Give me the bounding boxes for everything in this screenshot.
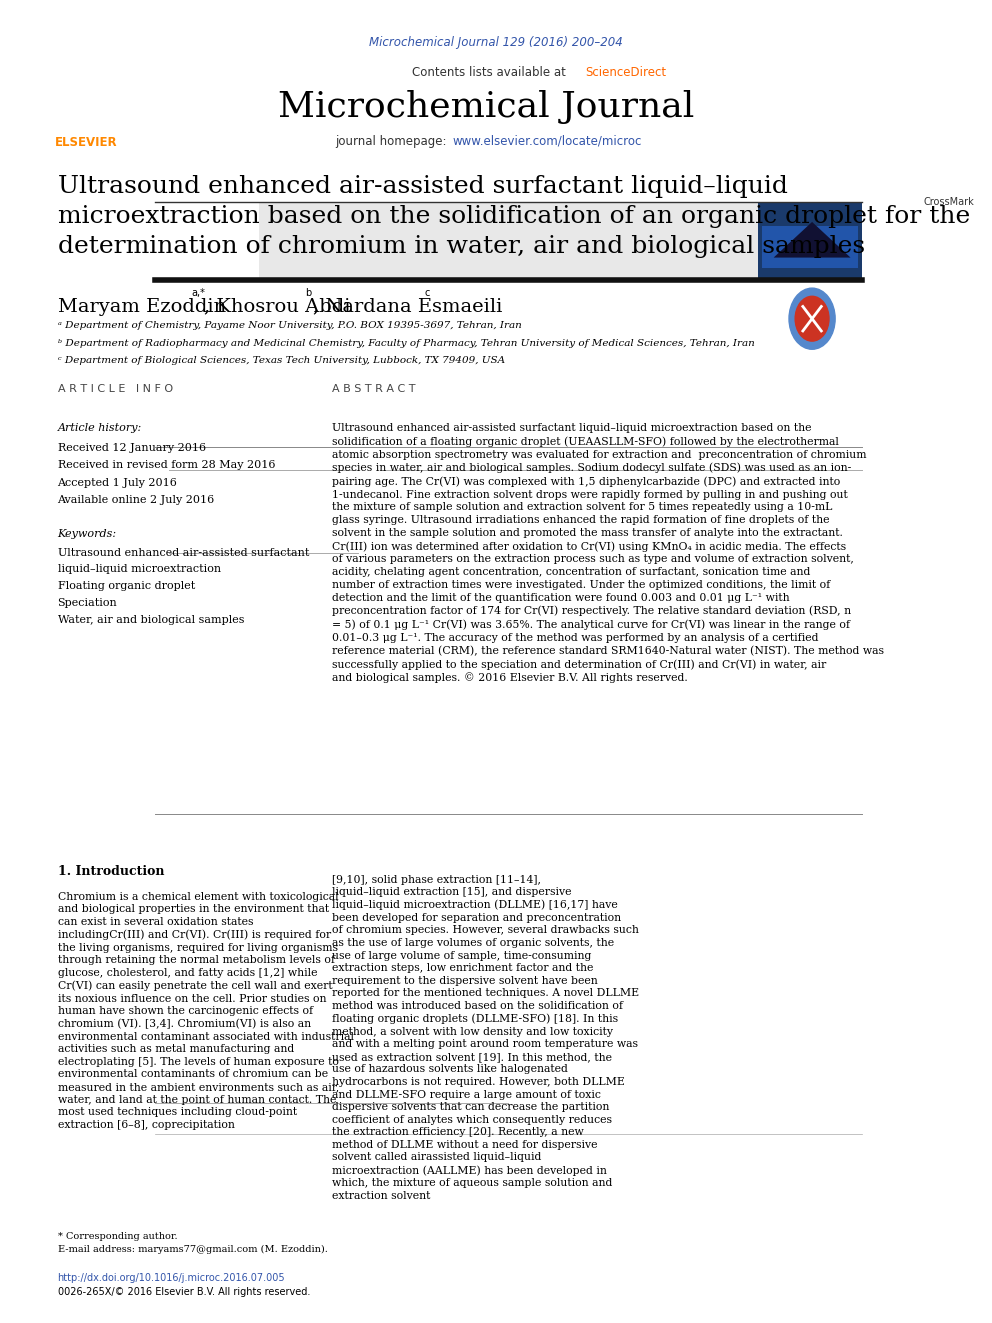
Text: [9,10], solid phase extraction [11–14],
liquid–liquid extraction [15], and dispe: [9,10], solid phase extraction [11–14], … [332, 875, 640, 1201]
Text: , Khosrou Abdi: , Khosrou Abdi [204, 298, 351, 316]
Text: Contents lists available at: Contents lists available at [412, 66, 569, 79]
Text: Water, air and biological samples: Water, air and biological samples [58, 615, 244, 626]
Text: Available online 2 July 2016: Available online 2 July 2016 [58, 495, 215, 505]
Text: Chromium is a chemical element with toxicological
and biological properties in t: Chromium is a chemical element with toxi… [58, 892, 353, 1130]
Bar [155, 201, 259, 278]
Text: http://dx.doi.org/10.1016/j.microc.2016.07.005: http://dx.doi.org/10.1016/j.microc.2016.… [58, 1273, 285, 1283]
Text: Ultrasound enhanced air-assisted surfactant: Ultrasound enhanced air-assisted surfact… [58, 548, 309, 558]
Text: ᵃ Department of Chemistry, Payame Noor University, P.O. BOX 19395-3697, Tehran, : ᵃ Department of Chemistry, Payame Noor U… [58, 321, 521, 331]
Text: Accepted 1 July 2016: Accepted 1 July 2016 [58, 478, 178, 488]
Text: Keywords:: Keywords: [58, 529, 117, 540]
Text: Received 12 January 2016: Received 12 January 2016 [58, 443, 205, 454]
Text: A R T I C L E   I N F O: A R T I C L E I N F O [58, 384, 173, 394]
Text: ELSEVIER: ELSEVIER [55, 136, 117, 149]
Text: Floating organic droplet: Floating organic droplet [58, 581, 194, 591]
Bar [758, 201, 862, 278]
Text: Microchemical Journal 129 (2016) 200–204: Microchemical Journal 129 (2016) 200–204 [369, 36, 623, 49]
Text: www.elsevier.com/locate/microc: www.elsevier.com/locate/microc [452, 135, 642, 148]
Text: CrossMark: CrossMark [924, 197, 974, 208]
Text: Maryam Ezoddin: Maryam Ezoddin [58, 298, 226, 316]
Circle shape [796, 296, 829, 341]
Text: liquid–liquid microextraction: liquid–liquid microextraction [58, 564, 220, 574]
Text: 0026-265X/© 2016 Elsevier B.V. All rights reserved.: 0026-265X/© 2016 Elsevier B.V. All right… [58, 1287, 310, 1298]
Bar [762, 226, 858, 267]
Text: a,*: a,* [191, 288, 205, 299]
Text: , Nardana Esmaeili: , Nardana Esmaeili [313, 298, 503, 316]
Circle shape [789, 288, 835, 349]
Text: c: c [425, 288, 430, 299]
Text: Article history:: Article history: [58, 423, 142, 434]
Text: ᶜ Department of Biological Sciences, Texas Tech University, Lubbock, TX 79409, U: ᶜ Department of Biological Sciences, Tex… [58, 356, 505, 365]
Text: Speciation: Speciation [58, 598, 117, 609]
Text: Microchemical Journal: Microchemical Journal [278, 90, 694, 124]
Polygon shape [774, 222, 850, 258]
Text: Ultrasound enhanced air-assisted surfactant liquid–liquid
microextraction based : Ultrasound enhanced air-assisted surfact… [58, 175, 970, 258]
Text: Received in revised form 28 May 2016: Received in revised form 28 May 2016 [58, 460, 275, 471]
Text: b: b [306, 288, 311, 299]
Text: * Corresponding author.: * Corresponding author. [58, 1232, 178, 1241]
Text: journal homepage:: journal homepage: [335, 135, 450, 148]
Text: A B S T R A C T: A B S T R A C T [332, 384, 416, 394]
Bar [155, 201, 758, 278]
Text: ᵇ Department of Radiopharmacy and Medicinal Chemistry, Faculty of Pharmacy, Tehr: ᵇ Department of Radiopharmacy and Medici… [58, 339, 754, 348]
Text: ScienceDirect: ScienceDirect [585, 66, 667, 79]
Text: Ultrasound enhanced air-assisted surfactant liquid–liquid microextraction based : Ultrasound enhanced air-assisted surfact… [332, 423, 884, 684]
Text: 1. Introduction: 1. Introduction [58, 865, 164, 878]
Text: E-mail address: maryams77@gmail.com (M. Ezoddin).: E-mail address: maryams77@gmail.com (M. … [58, 1245, 327, 1254]
